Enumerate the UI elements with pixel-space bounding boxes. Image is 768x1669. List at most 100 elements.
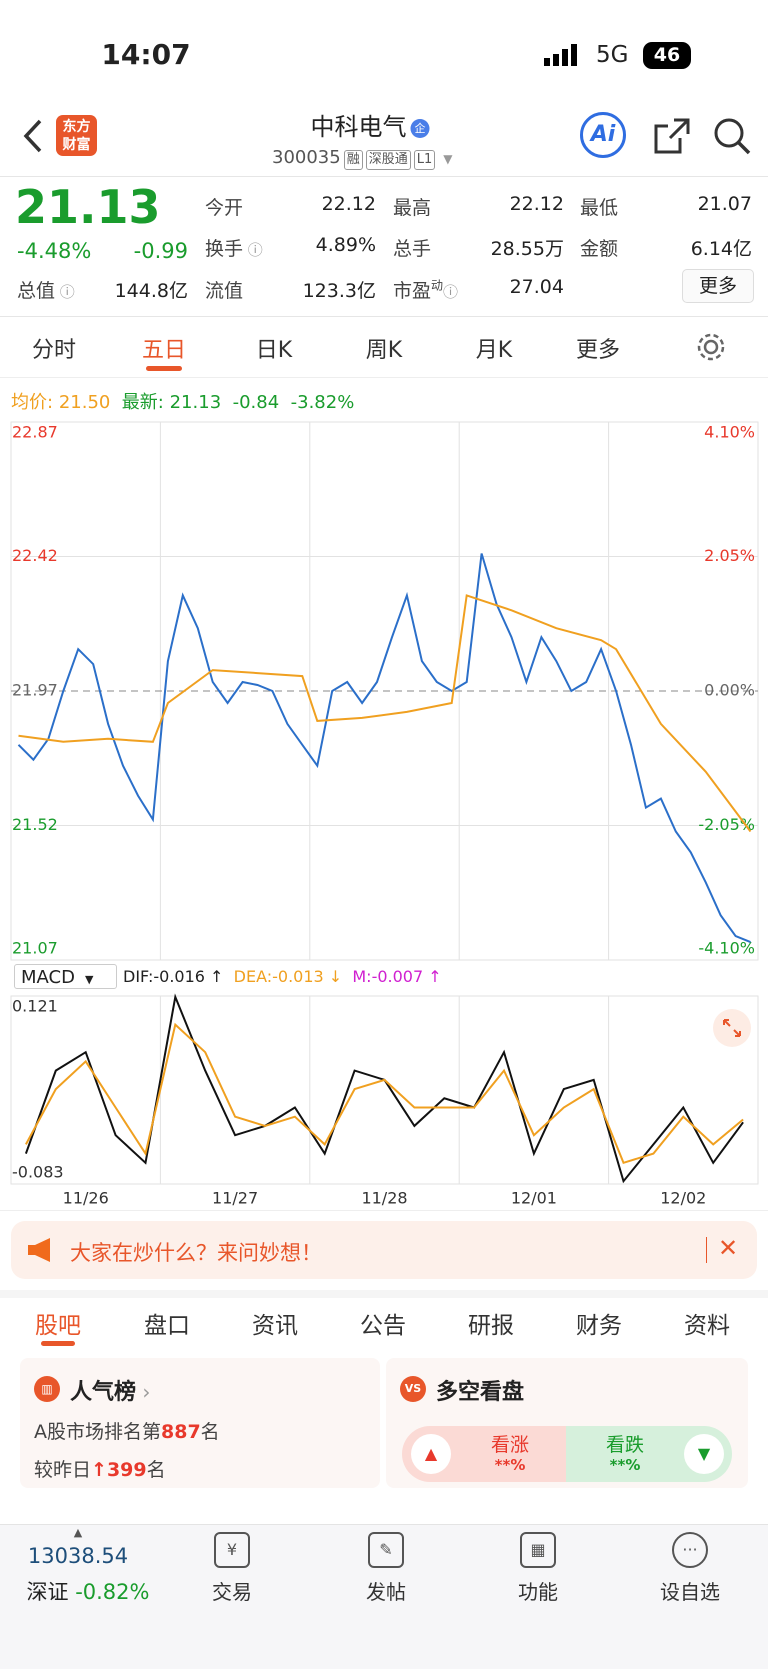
settings-button[interactable] <box>696 332 726 362</box>
rank-text: A股市场排名第887名 <box>34 1421 220 1443</box>
card-title: 人气榜 › <box>70 1380 151 1405</box>
index-value[interactable]: 13038.54 <box>27 1544 129 1568</box>
period-tab[interactable]: 月K <box>475 338 513 363</box>
field-value: 144.8亿 <box>114 280 188 302</box>
nav-icon: ¥ <box>214 1532 250 1568</box>
plot-frame <box>10 995 759 1185</box>
label-sup: 动 <box>431 278 444 293</box>
down-icon: ▼ <box>684 1434 724 1474</box>
more-button[interactable]: 更多 <box>682 269 754 303</box>
legend-m: M:-0.007 ↑ <box>352 967 442 986</box>
rank-icon: ▥ <box>34 1376 60 1402</box>
divider <box>0 377 768 378</box>
field-label: 今开 <box>205 197 244 219</box>
x-tick-label: 12/02 <box>660 1189 706 1208</box>
up-icon: ▲ <box>411 1434 451 1474</box>
field-label: 流值 <box>205 280 244 302</box>
share-button[interactable] <box>652 116 692 156</box>
expand-caret[interactable]: ▲ <box>73 1526 83 1539</box>
y-tick-label: 21.97 <box>12 681 58 700</box>
change: -0.99 <box>133 239 188 263</box>
stock-title: 中科电气 <box>310 113 407 141</box>
x-tick-label: 11/28 <box>361 1189 407 1208</box>
stock-code-line: 300035 融深股通 L1 ▼ <box>272 147 453 170</box>
content-tab[interactable]: 研报 <box>468 1313 514 1339</box>
y2-tick-label: -2.05% <box>698 815 755 834</box>
field-label: 总值 ⓘ <box>17 280 75 302</box>
nav-label[interactable]: 功能 <box>518 1580 558 1604</box>
rank-change: 较昨日↑399名 <box>34 1459 166 1481</box>
card-title: 多空看盘 <box>436 1380 525 1405</box>
ask-banner[interactable] <box>11 1221 757 1279</box>
active-underline <box>146 366 182 371</box>
y-tick-label: 22.42 <box>12 546 58 565</box>
signal-icon <box>544 44 577 66</box>
y2-tick-label: 4.10% <box>704 423 755 442</box>
field-value: 28.55万 <box>490 238 564 260</box>
bear-pct: **% <box>609 1456 641 1474</box>
content-tab[interactable]: 盘口 <box>144 1313 190 1339</box>
field-value: 4.89% <box>315 234 376 256</box>
y-tick-label: 21.52 <box>12 815 58 834</box>
legend-dif: DIF:-0.016 ↑ <box>123 967 224 986</box>
legend-value: -3.82% <box>290 392 355 413</box>
content-tab[interactable]: 公告 <box>360 1313 406 1339</box>
legend-value: 21.13 <box>169 392 222 413</box>
series-line <box>17 553 751 944</box>
vs-icon: VS <box>400 1376 426 1402</box>
content-tab[interactable]: 财务 <box>576 1313 622 1339</box>
divider <box>706 1237 707 1263</box>
y-tick-label: 0.121 <box>12 997 58 1016</box>
back-button[interactable] <box>22 118 44 154</box>
ai-button[interactable]: Ai <box>580 112 626 158</box>
megaphone-icon <box>28 1238 50 1262</box>
nav-icon: ▦ <box>520 1532 556 1568</box>
indicator-name: MACD <box>21 967 75 988</box>
legend-label: 最新: <box>121 392 164 413</box>
series-line <box>18 594 752 833</box>
period-tab[interactable]: 更多 <box>575 338 621 363</box>
indicator-select[interactable]: MACD ▼ <box>14 964 117 989</box>
field-value: 21.07 <box>697 193 752 215</box>
x-tick-label: 12/01 <box>511 1189 557 1208</box>
close-banner[interactable]: ✕ <box>718 1234 739 1262</box>
divider <box>0 176 768 177</box>
field-value: 27.04 <box>509 276 564 298</box>
expand-button <box>713 1009 751 1047</box>
logo-line: 财富 <box>62 137 91 153</box>
network-type: 5G <box>596 42 629 68</box>
legend-label: 均价: <box>11 392 54 413</box>
period-tab[interactable]: 分时 <box>31 338 77 363</box>
bull-label: 看涨 <box>490 1434 530 1456</box>
x-tick-label: 11/26 <box>63 1189 109 1208</box>
last-price: 21.13 <box>15 180 161 234</box>
divider <box>0 316 768 317</box>
period-tab[interactable]: 周K <box>365 338 403 363</box>
macd-legend: DIF:-0.016 ↑ DEA:-0.013 ↓ M:-0.007 ↑ <box>123 967 442 986</box>
banner-text: 大家在炒什么？来问妙想！ <box>70 1241 322 1265</box>
search-button[interactable] <box>712 116 752 156</box>
period-tab[interactable]: 日K <box>255 338 293 363</box>
app-logo: 东方 财富 <box>56 115 97 156</box>
stock-code: 300035 <box>272 147 341 168</box>
popularity-card[interactable] <box>20 1358 380 1488</box>
nav-label[interactable]: 发帖 <box>366 1580 406 1604</box>
badge: 融 <box>343 150 363 170</box>
nav-icon: ··· <box>672 1532 708 1568</box>
nav-label[interactable]: 设自选 <box>660 1580 720 1604</box>
field-label: 换手 ⓘ <box>205 238 263 260</box>
y2-tick-label: 2.05% <box>704 546 755 565</box>
nav-label[interactable]: 交易 <box>212 1580 252 1604</box>
content-tab[interactable]: 资料 <box>684 1313 730 1339</box>
y2-tick-label: -4.10% <box>698 939 755 958</box>
active-underline <box>41 1341 75 1346</box>
dropdown-arrow[interactable]: ▼ <box>443 152 453 166</box>
period-tab[interactable]: 五日 <box>141 338 187 363</box>
bear-label: 看跌 <box>605 1434 645 1456</box>
content-tab[interactable]: 资讯 <box>252 1313 298 1339</box>
legend-dea: DEA:-0.013 ↓ <box>233 967 343 986</box>
content-tab[interactable]: 股吧 <box>35 1313 81 1339</box>
field-label: 最高 <box>393 197 432 219</box>
field-value: 123.3亿 <box>302 280 376 302</box>
